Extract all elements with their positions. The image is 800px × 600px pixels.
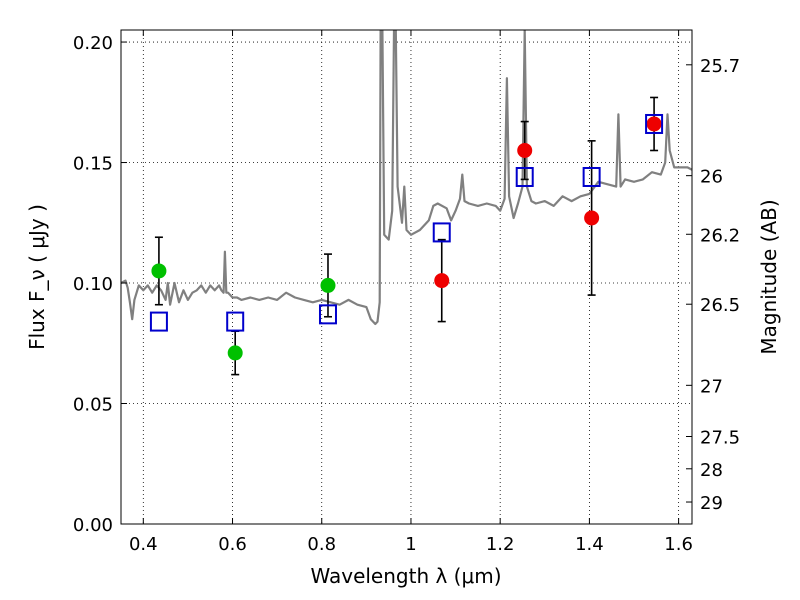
plot-frame: [120, 29, 693, 525]
x-tick-label: 0.4: [129, 534, 158, 555]
x-tick-label: 0.8: [307, 534, 336, 555]
x-tick-label: 1.2: [486, 534, 515, 555]
model-spectrum-line: [121, 30, 692, 326]
observed-point-group: [151, 236, 167, 306]
y-tick-label: 0.10: [73, 274, 113, 295]
model-band-marker: [645, 113, 664, 134]
observed-point: [646, 116, 662, 132]
x-tick-label: 1.6: [664, 534, 693, 555]
y-tick-label: 0.05: [73, 395, 113, 416]
y-tick-label: 0.20: [73, 33, 113, 54]
observed-point-group: [517, 120, 533, 181]
mag-tick-label: 27.5: [700, 428, 740, 449]
model-band-marker: [515, 166, 534, 187]
x-tick-label: 1: [405, 534, 416, 555]
mag-tick-label: 26.5: [700, 295, 740, 316]
observed-point-group: [646, 96, 662, 152]
y-axis-right-label: Magnitude (AB): [757, 199, 781, 354]
observed-point: [320, 277, 336, 293]
observed-point-group: [584, 140, 600, 296]
observed-point: [584, 210, 600, 226]
x-tick-label: 1.4: [575, 534, 604, 555]
x-tick-label: 0.6: [218, 534, 247, 555]
mag-tick-label: 25.7: [700, 56, 740, 77]
y-axis-label: Flux F_ν ( μJy ): [25, 204, 49, 350]
observed-point-group: [227, 330, 243, 376]
model-band-marker: [149, 311, 168, 332]
mag-tick-label: 27: [700, 376, 723, 397]
mag-tick-label: 29: [700, 493, 723, 514]
mag-tick-label: 26: [700, 167, 723, 188]
mag-tick-label: 28: [700, 460, 723, 481]
observed-point: [517, 142, 533, 158]
observed-point: [227, 345, 243, 361]
ticks-layer: 0.4 0.6 0.8 1 1.2 1.4 1.6 0.00 0.05 0.10 0.15 0.20 2…: [73, 30, 740, 555]
y-tick-label: 0.15: [73, 154, 113, 175]
points-layer: [149, 96, 664, 376]
spectrum-layer: [121, 30, 692, 326]
y-tick-label: 0.00: [73, 515, 113, 536]
observed-point-group: [434, 238, 450, 323]
model-band-marker: [582, 166, 601, 187]
model-band-marker: [226, 311, 245, 332]
observed-point: [434, 273, 450, 289]
mag-tick-label: 26.2: [700, 225, 740, 246]
observed-point: [151, 263, 167, 279]
model-band-marker: [432, 222, 451, 243]
x-axis-label: Wavelength λ (μm): [310, 564, 501, 588]
model-band-marker: [318, 304, 337, 325]
